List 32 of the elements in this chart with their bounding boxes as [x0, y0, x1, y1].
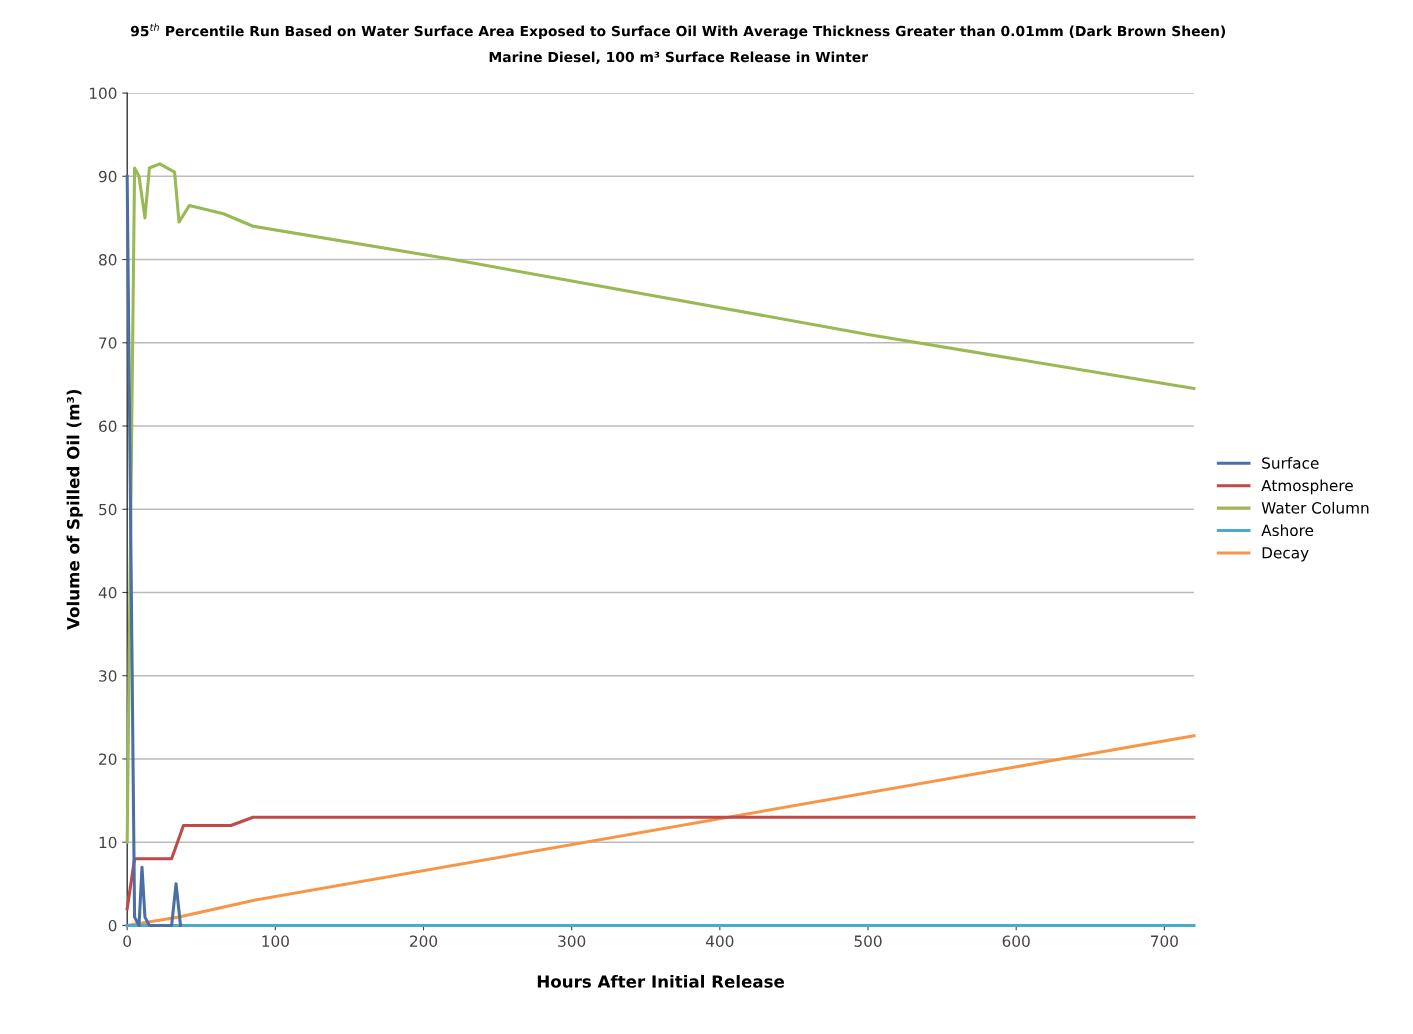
legend-label: Ashore — [1261, 524, 1314, 537]
y-tick-label: 90 — [98, 170, 117, 183]
y-tick-label: 80 — [99, 254, 117, 266]
x-tick-label: 300 — [558, 935, 586, 947]
line-series — [125, 815, 1196, 911]
y-tick-label: 100 — [89, 87, 117, 100]
y-tick-label: 30 — [99, 670, 117, 682]
y-tick-label: 10 — [99, 836, 117, 849]
x-tick-label: 0 — [123, 935, 132, 947]
x-axis-title: Hours After Initial Release — [537, 974, 785, 988]
line-series — [125, 734, 1196, 927]
y-tick-label: 0 — [108, 919, 117, 932]
x-tick-label: 700 — [1151, 935, 1178, 947]
y-tick-label: 40 — [98, 586, 117, 599]
line-series — [125, 162, 1196, 844]
x-tick-label: 600 — [1002, 935, 1030, 947]
y-tick-label: 20 — [99, 753, 117, 765]
y-tick-label: 50 — [99, 503, 117, 516]
chart-subtitle: Marine Diesel, 100 m³ Surface Release in Winter — [489, 51, 869, 65]
legend-label: Surface — [1262, 457, 1319, 469]
x-tick-label: 500 — [854, 935, 882, 947]
x-tick-label: 400 — [706, 935, 734, 947]
legend-label: Decay — [1262, 547, 1309, 562]
legend-label: Water Column — [1261, 501, 1369, 514]
x-tick-label: 200 — [410, 935, 438, 947]
y-tick-label: 60 — [99, 420, 117, 433]
chart-title: 95$^{th}$ Percentile Run Based on Water Surface Area Exposed to Surface Oil With Average Thickness Greater than 0.01mm (Dark Brown Sheen) — [130, 23, 1226, 40]
line-series — [125, 174, 183, 927]
x-tick-label: 100 — [262, 935, 289, 947]
legend-label: Atmosphere — [1261, 479, 1353, 495]
y-tick-label: 70 — [99, 337, 117, 349]
y-axis-title: Volume of Spilled Oil (m³) — [66, 389, 83, 630]
